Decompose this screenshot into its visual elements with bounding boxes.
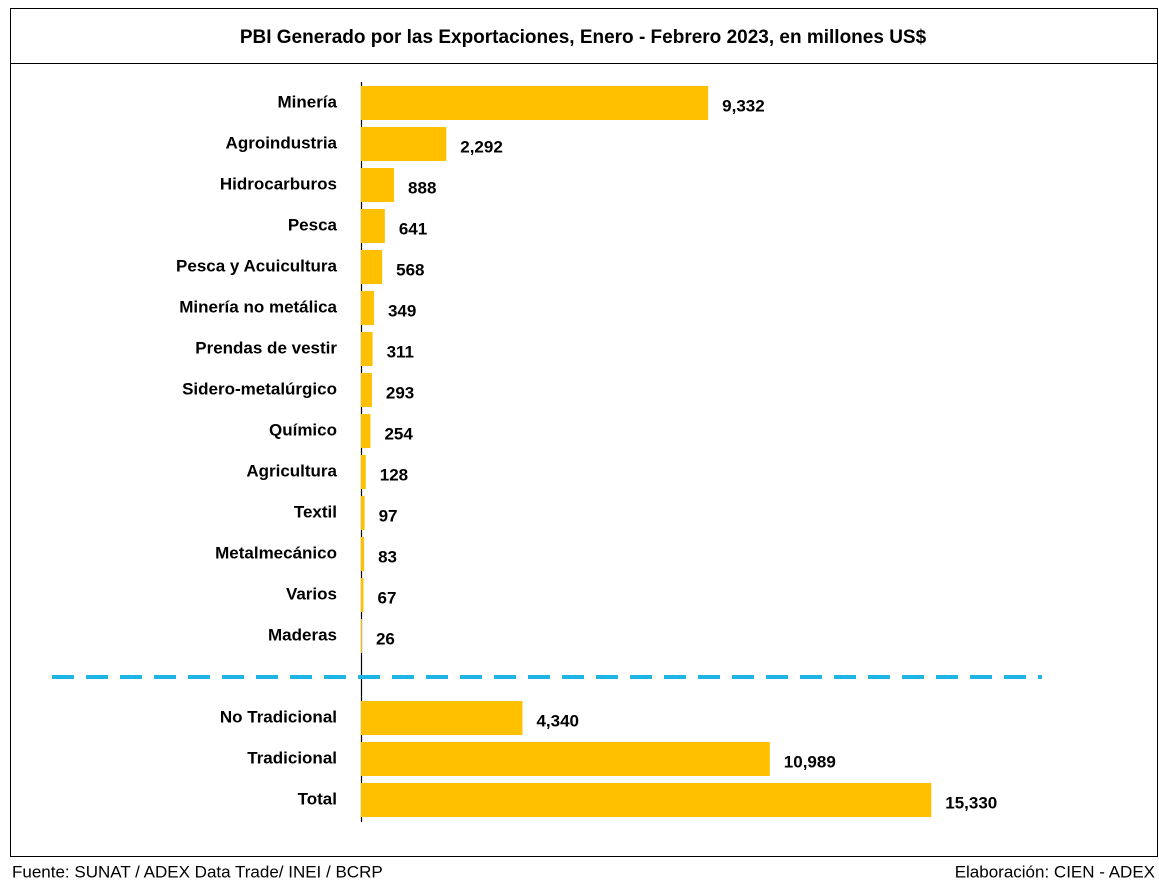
value-label: 67 [377,588,396,607]
category-label: Pesca [288,215,338,234]
source-note: Fuente: SUNAT / ADEX Data Trade/ INEI / … [12,862,383,881]
category-label: Maderas [268,625,337,644]
bar [361,496,365,530]
value-label: 97 [379,506,398,525]
value-label: 568 [396,260,424,279]
value-label: 4,340 [536,711,579,730]
bar [361,783,932,817]
bar [361,742,770,776]
bar [361,578,364,612]
category-label: Textil [294,502,337,521]
credit-note: Elaboración: CIEN - ADEX [955,862,1155,881]
value-label: 2,292 [460,137,503,156]
category-label: Sidero-metalúrgico [182,379,337,398]
bar [361,291,374,325]
bar [361,209,385,243]
category-label: Tradicional [247,748,337,767]
category-label: Pesca y Acuicultura [176,256,337,275]
bar [361,250,383,284]
bar [361,414,371,448]
category-label: Agroindustria [226,133,338,152]
bar [361,701,523,735]
category-label: Varios [286,584,337,603]
category-label: No Tradicional [220,707,337,726]
value-label: 15,330 [945,793,997,812]
category-label: Agricultura [246,461,337,480]
value-label: 293 [386,383,414,402]
value-label: 311 [387,342,414,361]
value-label: 641 [399,219,427,238]
value-label: 26 [376,629,395,648]
bar [361,127,447,161]
value-label: 888 [408,178,436,197]
category-label: Químico [269,420,337,439]
bar [361,455,366,489]
category-label: Minería no metálica [179,297,337,316]
value-label: 10,989 [784,752,836,771]
category-label: Prendas de vestir [195,338,337,357]
bar [361,332,373,366]
value-label: 254 [384,424,413,443]
chart-frame [10,8,1158,857]
category-label: Minería [277,92,337,111]
bar [361,619,362,653]
value-label: 9,332 [722,96,765,115]
chart-title: PBI Generado por las Exportaciones, Ener… [240,27,927,48]
value-label: 128 [380,465,408,484]
bar [361,373,372,407]
value-label: 83 [378,547,397,566]
bar [361,537,365,571]
bar [361,168,395,202]
category-label: Hidrocarburos [220,174,337,193]
value-label: 349 [388,301,416,320]
category-label: Total [298,789,337,808]
category-label: Metalmecánico [215,543,337,562]
bar [361,86,709,120]
